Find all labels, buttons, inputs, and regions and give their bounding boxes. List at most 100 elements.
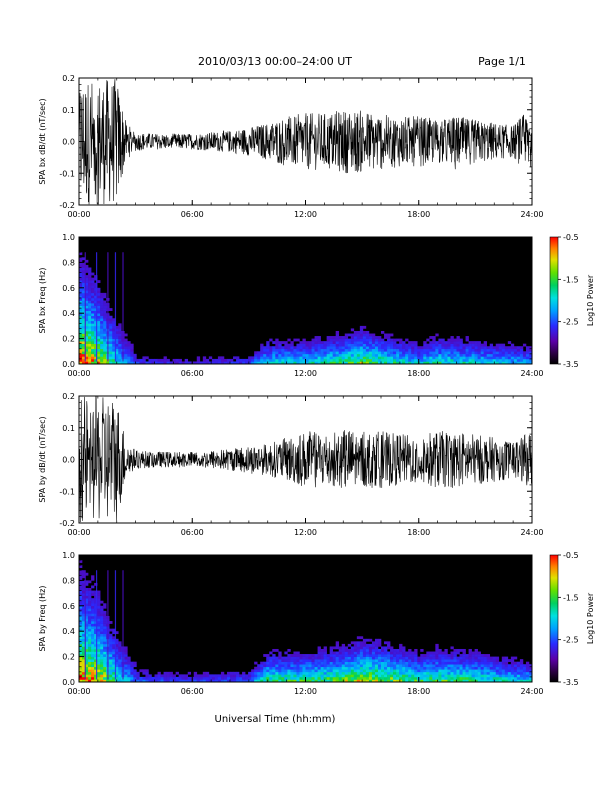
spectrogram-cell — [405, 661, 409, 665]
spectrogram-cell — [459, 341, 463, 344]
spectrogram-cell — [308, 356, 312, 360]
spectrogram-cell — [429, 656, 433, 660]
spectrogram-cell — [486, 674, 491, 678]
spectrogram-cell — [94, 325, 98, 329]
spectrogram-cell — [471, 341, 475, 344]
spectrogram-cell — [100, 631, 104, 635]
spectrogram-cell — [311, 343, 315, 347]
spectrogram-cell — [160, 679, 164, 683]
spectrogram-cell — [79, 575, 83, 579]
spectrogram-cell — [100, 305, 104, 309]
spectrogram-cell — [82, 636, 86, 640]
spectrogram-cell — [435, 666, 439, 670]
spectrogram-cell — [79, 679, 83, 683]
spectrogram-cell — [399, 669, 403, 673]
spectrogram-cell — [414, 661, 418, 665]
spectrogram-cell — [91, 641, 95, 645]
spectrogram-cell — [474, 358, 478, 362]
spectrogram-cell — [390, 341, 394, 344]
spectrogram-cell — [456, 338, 460, 342]
spectrogram-cell — [377, 346, 382, 350]
spectrogram-cell — [109, 676, 113, 680]
spectrogram-cell — [377, 664, 382, 668]
spectrogram-cell — [293, 338, 297, 342]
spectrogram-cell — [311, 656, 315, 660]
spectrogram-cell — [79, 328, 83, 332]
spectrogram-cell — [483, 654, 487, 657]
spectrogram-cell — [290, 679, 294, 683]
spectrogram-cell — [429, 661, 433, 665]
spectrogram-cell — [284, 676, 288, 680]
spectrogram-cell — [296, 338, 300, 342]
spectrogram-cell — [402, 656, 406, 660]
spectrogram-cell — [85, 275, 89, 278]
spectrogram-cell — [507, 664, 512, 668]
spectrogram-cell — [79, 671, 83, 675]
spectrogram-cell — [130, 348, 134, 352]
spectrogram-cell — [254, 358, 258, 362]
spectrogram-cell — [347, 361, 352, 365]
spectrogram-cell — [317, 654, 321, 657]
spectrogram-cell — [320, 356, 324, 360]
spectrogram-cell — [495, 356, 500, 360]
spectrogram-cell — [453, 676, 457, 680]
spectrogram-cell — [91, 575, 95, 579]
spectrogram-cell — [384, 356, 388, 360]
spectrogram-cell — [178, 674, 182, 678]
spectrogram-cell — [450, 676, 454, 680]
spectrogram-cell — [187, 671, 192, 675]
spectrogram-cell — [97, 636, 101, 640]
spectrogram-cell — [82, 292, 86, 296]
spectrogram-cell — [335, 330, 340, 334]
spectrogram-cell — [525, 664, 530, 668]
spectrogram-cell — [100, 615, 104, 619]
spectrogram-cell — [314, 666, 318, 670]
spectrogram-cell — [411, 659, 415, 662]
spectrogram-cell — [423, 674, 427, 678]
spectrogram-cell — [456, 346, 460, 350]
spectrogram-cell — [311, 659, 315, 662]
spectrogram-cell — [377, 343, 382, 347]
spectrogram-cell — [350, 646, 355, 650]
spectrogram-cell — [296, 651, 300, 655]
spectrogram-cell — [519, 674, 524, 678]
spectrogram-cell — [344, 646, 349, 650]
spectrogram-cell — [211, 679, 216, 683]
spectrogram-cell — [338, 669, 343, 673]
spectrogram-cell — [169, 671, 173, 675]
spectrogram-cell — [317, 674, 321, 678]
spectrogram-cell — [293, 664, 297, 668]
spectrogram-cell — [329, 646, 333, 650]
spectrogram-cell — [483, 656, 487, 660]
spectrogram-cell — [275, 659, 279, 662]
spectrogram-cell — [387, 654, 391, 657]
spectrogram-cell — [447, 669, 451, 673]
spectrogram-cell — [79, 585, 83, 589]
spectrogram-cell — [447, 346, 451, 350]
spectrogram-cell — [142, 669, 146, 673]
spectrogram-cell — [193, 671, 198, 675]
spectrogram-cell — [405, 674, 409, 678]
spectrogram-cell — [82, 356, 86, 360]
spectrogram-cell — [79, 267, 83, 271]
spectrogram-cell — [335, 659, 340, 662]
spectrogram-cell — [353, 330, 358, 334]
spectrogram-cell — [365, 336, 370, 339]
spectrogram-cell — [525, 348, 530, 352]
spectrogram-cell — [79, 313, 83, 317]
spectrogram-cell — [88, 275, 92, 278]
spectrogram-cell — [308, 656, 312, 660]
spectrogram-cell — [94, 358, 98, 362]
spectrogram-cell — [347, 351, 352, 355]
spectrogram-cell — [432, 348, 436, 352]
spectrogram-cell — [483, 356, 487, 360]
spectrogram-cell — [172, 358, 176, 362]
spectrogram-cell — [88, 674, 92, 678]
spectrogram-cell — [127, 346, 131, 350]
spectrogram-cell — [450, 666, 454, 670]
spectrogram-cell — [284, 671, 288, 675]
spectrogram-cell — [441, 353, 445, 357]
spectrogram-cell — [88, 282, 92, 286]
spectrogram-cell — [486, 346, 491, 350]
spectrogram-cell — [100, 638, 104, 642]
